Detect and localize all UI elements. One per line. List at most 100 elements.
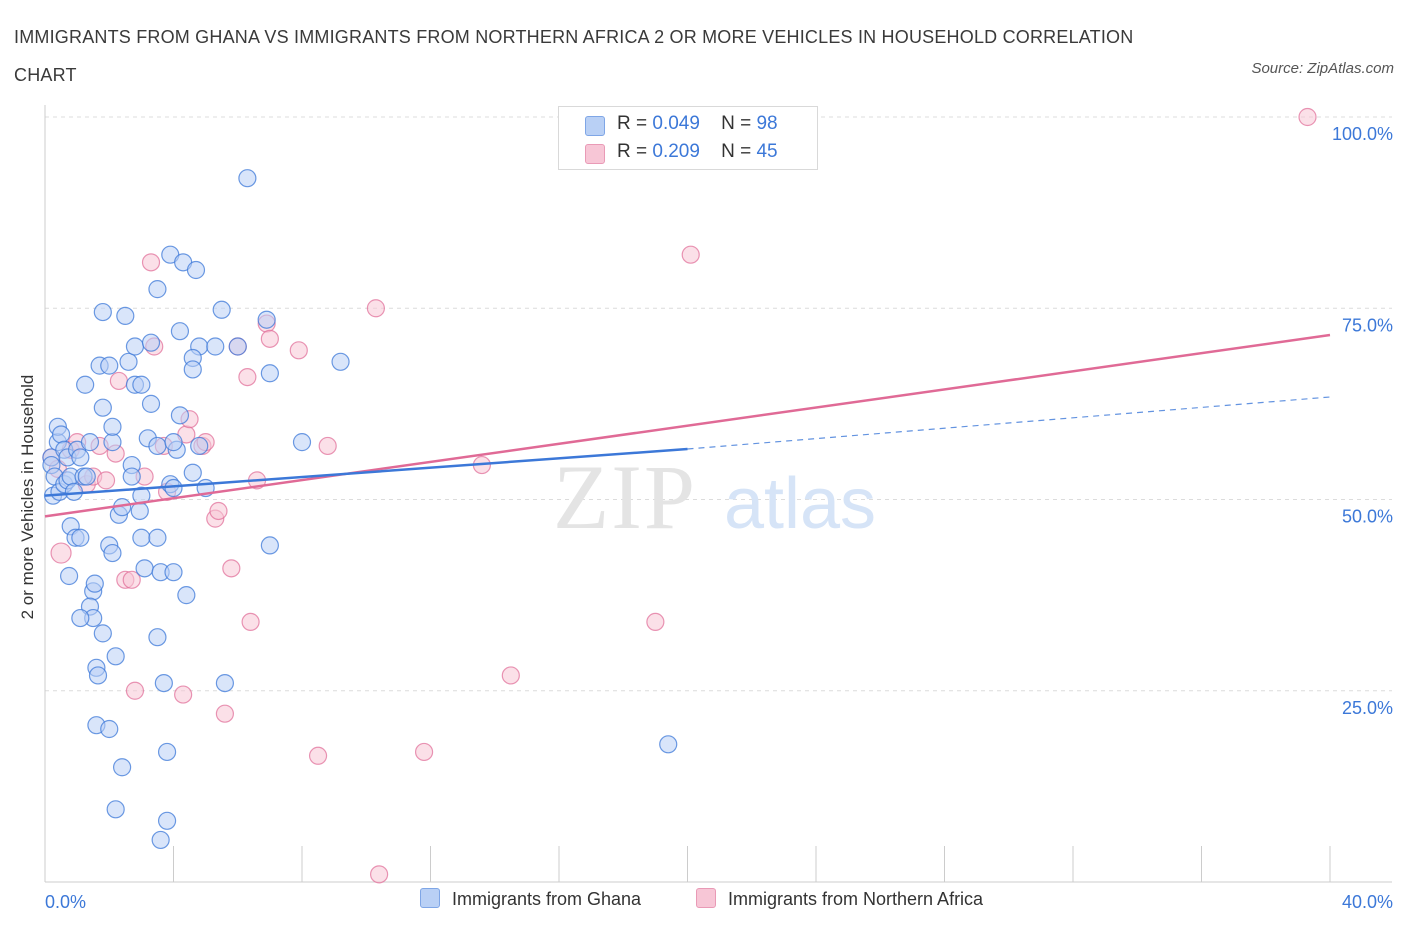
watermark: ZIP atlas bbox=[553, 446, 876, 548]
ghana-point bbox=[103, 433, 122, 452]
nafrica-point bbox=[109, 371, 128, 391]
nafrica-point bbox=[414, 742, 434, 762]
y-tick-label: 50.0% bbox=[1342, 507, 1393, 527]
legend-n-value-ghana: 98 bbox=[756, 113, 778, 134]
ghana-point bbox=[71, 608, 90, 628]
y-tick-label: 100.0% bbox=[1332, 124, 1393, 144]
gridlines bbox=[45, 116, 1392, 692]
nafrica-point bbox=[50, 542, 72, 564]
legend-n-value-nafrica: 45 bbox=[756, 141, 778, 162]
ghana-point bbox=[132, 528, 151, 547]
ghana-point bbox=[59, 566, 79, 586]
ghana-point bbox=[100, 719, 119, 739]
ghana-point bbox=[183, 463, 202, 482]
ghana-point bbox=[76, 375, 95, 394]
nafrica-point bbox=[125, 681, 145, 700]
ghana-point bbox=[331, 352, 350, 371]
ghana-point bbox=[103, 543, 122, 563]
watermark-atlas: atlas bbox=[724, 464, 876, 544]
nafrica-point bbox=[681, 245, 700, 264]
ghana-point bbox=[151, 830, 170, 850]
nafrica-point bbox=[646, 612, 665, 632]
ghana-point bbox=[260, 536, 279, 555]
ghana-point bbox=[190, 436, 209, 456]
nafrica-point bbox=[141, 253, 161, 272]
legend-r-label: R = bbox=[617, 141, 648, 162]
nafrica-point bbox=[501, 666, 520, 685]
ghana-point bbox=[106, 647, 125, 666]
ghana-point bbox=[260, 364, 279, 383]
ghana-point bbox=[77, 467, 96, 486]
y-tick-label: 75.0% bbox=[1342, 315, 1393, 335]
ghana-trend-extension bbox=[687, 396, 1331, 450]
legend-r-value-ghana: 0.049 bbox=[652, 113, 700, 134]
ghana-point bbox=[122, 467, 141, 486]
ghana-point bbox=[170, 322, 190, 341]
nafrica-point bbox=[238, 368, 257, 387]
ghana-point bbox=[215, 673, 234, 693]
nafrica-point bbox=[96, 471, 116, 490]
bottom-legend-nafrica-label: Immigrants from Northern Africa bbox=[728, 889, 984, 909]
nafrica-point bbox=[215, 704, 234, 723]
ghana-point bbox=[80, 433, 100, 452]
bottom-legend-ghana: Immigrants from Ghana bbox=[420, 888, 641, 910]
ghana-point bbox=[71, 448, 90, 467]
nafrica-point bbox=[209, 501, 228, 521]
ghana-point bbox=[183, 360, 202, 379]
tick-labels: 25.0% 50.0% 75.0% 100.0% 0.0% 40.0% bbox=[45, 124, 1393, 912]
x-tick-label: 0.0% bbox=[45, 892, 86, 912]
axes bbox=[44, 105, 1392, 883]
ghana-point bbox=[292, 433, 312, 452]
legend-n-label: N = bbox=[721, 141, 752, 162]
ghana-point bbox=[164, 433, 183, 452]
nafrica-point bbox=[260, 329, 279, 348]
nafrica-point bbox=[222, 559, 241, 578]
ghana-point bbox=[71, 528, 90, 547]
ghana-point bbox=[157, 742, 177, 762]
nafrica-swatch bbox=[585, 144, 605, 164]
ghana-point bbox=[132, 375, 151, 394]
ghana-point bbox=[112, 758, 132, 777]
ghana-point bbox=[119, 352, 138, 371]
ghana-point bbox=[659, 735, 678, 754]
ghana-point bbox=[177, 586, 196, 605]
correlation-legend: R = 0.049 N = 98 R = 0.209 N = 45 bbox=[558, 106, 818, 170]
nafrica-trend-line bbox=[44, 333, 1331, 518]
ghana-point bbox=[100, 356, 119, 375]
nafrica-point bbox=[308, 746, 328, 765]
nafrica-point bbox=[366, 299, 385, 318]
ghana-point bbox=[93, 398, 112, 417]
x-tick-label: 40.0% bbox=[1342, 892, 1393, 912]
ghana-point bbox=[85, 574, 104, 593]
ghana-point bbox=[106, 800, 125, 819]
bottom-legend-nafrica: Immigrants from Northern Africa bbox=[696, 888, 983, 910]
nafrica-point bbox=[122, 570, 141, 589]
source-label: Source: ZipAtlas.com bbox=[1251, 60, 1394, 77]
ghana-point bbox=[212, 300, 231, 319]
ghana-point bbox=[154, 673, 173, 693]
ghana-point bbox=[103, 417, 122, 436]
ghana-point bbox=[88, 666, 108, 685]
ghana-point bbox=[64, 482, 84, 501]
nafrica-point bbox=[289, 341, 308, 360]
ghana-trend-line bbox=[44, 447, 688, 497]
series-ghana bbox=[42, 169, 678, 850]
ghana-swatch bbox=[585, 116, 605, 136]
ghana-point bbox=[148, 628, 167, 647]
ghana-point bbox=[238, 169, 257, 188]
bottom-legend-ghana-label: Immigrants from Ghana bbox=[452, 889, 642, 909]
nafrica-point bbox=[1298, 107, 1317, 127]
ghana-point bbox=[148, 528, 167, 547]
nafrica-swatch bbox=[696, 888, 716, 908]
ghana-point bbox=[148, 280, 167, 299]
ghana-point bbox=[186, 260, 206, 280]
ghana-point bbox=[228, 337, 247, 356]
ghana-point bbox=[157, 811, 177, 830]
ghana-point bbox=[116, 306, 135, 325]
legend-n-label: N = bbox=[721, 113, 752, 134]
nafrica-point bbox=[174, 685, 193, 704]
ghana-point bbox=[164, 563, 183, 582]
legend-r-value-nafrica: 0.209 bbox=[652, 141, 700, 162]
ghana-point bbox=[93, 302, 112, 322]
